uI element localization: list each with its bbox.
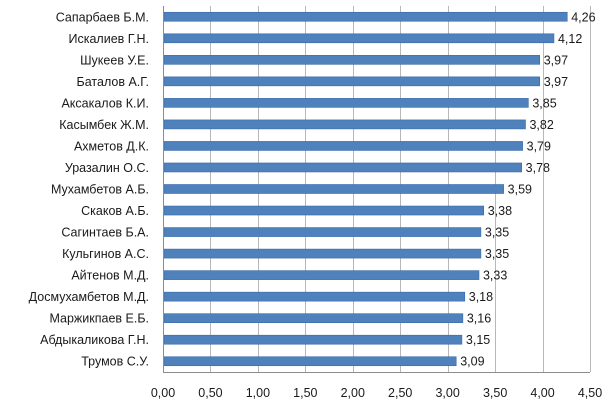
category-label: Сагинтаев Б.А. — [61, 226, 149, 240]
category-label: Скаков А.Б. — [81, 204, 149, 218]
bar — [163, 141, 523, 151]
bar — [163, 291, 466, 302]
bar — [163, 33, 555, 44]
bar — [163, 119, 526, 130]
x-tick-label: 3,00 — [435, 386, 459, 400]
value-label: 4,26 — [571, 10, 595, 24]
value-label: 3,79 — [527, 139, 551, 153]
category-label: Трумов С.У. — [81, 355, 149, 369]
category-label: Уразалин О.С. — [65, 161, 149, 175]
category-label: Айтенов М.Д. — [71, 269, 149, 283]
bar — [163, 356, 457, 367]
value-label: 3,09 — [460, 355, 484, 369]
category-label: Абдыкаликова Г.Н. — [40, 333, 149, 347]
category-label: Шукеев У.Е. — [80, 53, 149, 67]
value-label: 3,78 — [526, 161, 550, 175]
value-label: 4,12 — [558, 32, 582, 46]
category-label: Касымбек Ж.М. — [59, 118, 149, 132]
x-tick-label: 4,00 — [530, 386, 554, 400]
value-labels: 4,26 4,12 3,97 3,97 3,85 3,82 3,79 3,78 3,59 3,38… — [460, 10, 595, 368]
category-label: Сапарбаев Б.М. — [56, 10, 149, 24]
value-label: 3,16 — [467, 312, 491, 326]
bar — [163, 98, 529, 108]
category-label: Мухамбетов А.Б. — [51, 183, 149, 197]
bar — [163, 76, 541, 87]
x-tick-label: 3,50 — [483, 386, 507, 400]
value-label: 3,15 — [466, 333, 490, 347]
bar — [163, 313, 464, 323]
value-label: 3,97 — [544, 75, 568, 89]
x-tick-label: 1,00 — [246, 386, 270, 400]
bar — [163, 227, 482, 237]
x-tick-labels: 0,00 0,50 1,00 1,50 2,00 2,50 3,00 3,50 4,00 4,50 — [151, 386, 602, 400]
category-label: Ахметов Д.К. — [74, 139, 149, 153]
value-label: 3,97 — [544, 53, 568, 67]
bar — [163, 55, 541, 65]
value-label: 3,18 — [469, 290, 493, 304]
bar — [163, 162, 522, 173]
x-tick-label: 1,50 — [293, 386, 317, 400]
value-label: 3,38 — [488, 204, 512, 218]
value-label: 3,35 — [485, 247, 509, 261]
x-tick-label: 4,50 — [578, 386, 602, 400]
x-tick-label: 2,00 — [341, 386, 365, 400]
category-label: Баталов А.Г. — [77, 75, 149, 89]
x-tick-label: 2,50 — [388, 386, 412, 400]
category-labels: Сапарбаев Б.М. Искалиев Г.Н. Шукеев У.Е. Ба… — [29, 10, 149, 368]
category-label: Маржикпаев Е.Б. — [49, 312, 149, 326]
x-tick-label: 0,00 — [151, 386, 175, 400]
bar — [163, 334, 463, 345]
category-label: Аксакалов К.И. — [61, 96, 149, 110]
x-tick-label: 0,50 — [198, 386, 222, 400]
bar — [163, 11, 568, 22]
category-label: Искалиев Г.Н. — [69, 32, 150, 46]
bar — [163, 184, 504, 194]
value-label: 3,33 — [483, 269, 507, 283]
axes — [163, 6, 590, 373]
value-label: 3,59 — [508, 183, 532, 197]
bar — [163, 248, 482, 259]
category-label: Досмухамбетов М.Д. — [29, 290, 149, 304]
category-label: Кульгинов А.С. — [62, 247, 149, 261]
bar — [163, 205, 485, 216]
value-label: 3,85 — [532, 96, 556, 110]
bar — [163, 270, 480, 280]
value-label: 3,82 — [529, 118, 553, 132]
value-label: 3,35 — [485, 226, 509, 240]
